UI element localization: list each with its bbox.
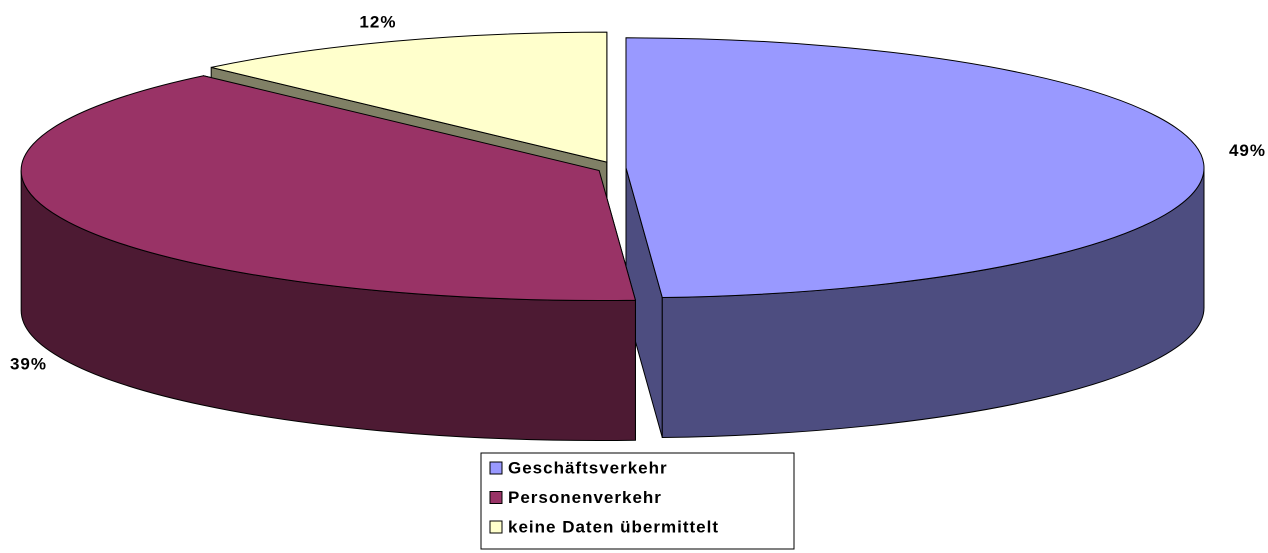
data-labels: 49% 39% 12% [10, 13, 1266, 374]
slice [625, 37, 1205, 299]
legend-box [480, 452, 795, 550]
legend-label: keine Daten übermittelt [508, 517, 719, 536]
legend-swatch [489, 520, 503, 534]
legend-swatch [489, 491, 503, 504]
legend-label: Geschäftsverkehr [508, 458, 668, 477]
legend: Geschäftsverkehr Personenverkehr keine Dat… [489, 458, 719, 536]
legend-swatch [489, 461, 503, 475]
slice [20, 75, 637, 302]
data-label: 49% [1229, 141, 1266, 160]
legend-label: Personenverkehr [508, 488, 662, 507]
slice [211, 31, 608, 163]
data-label: 12% [359, 13, 396, 32]
pie [20, 31, 1205, 442]
data-label: 39% [10, 354, 47, 373]
